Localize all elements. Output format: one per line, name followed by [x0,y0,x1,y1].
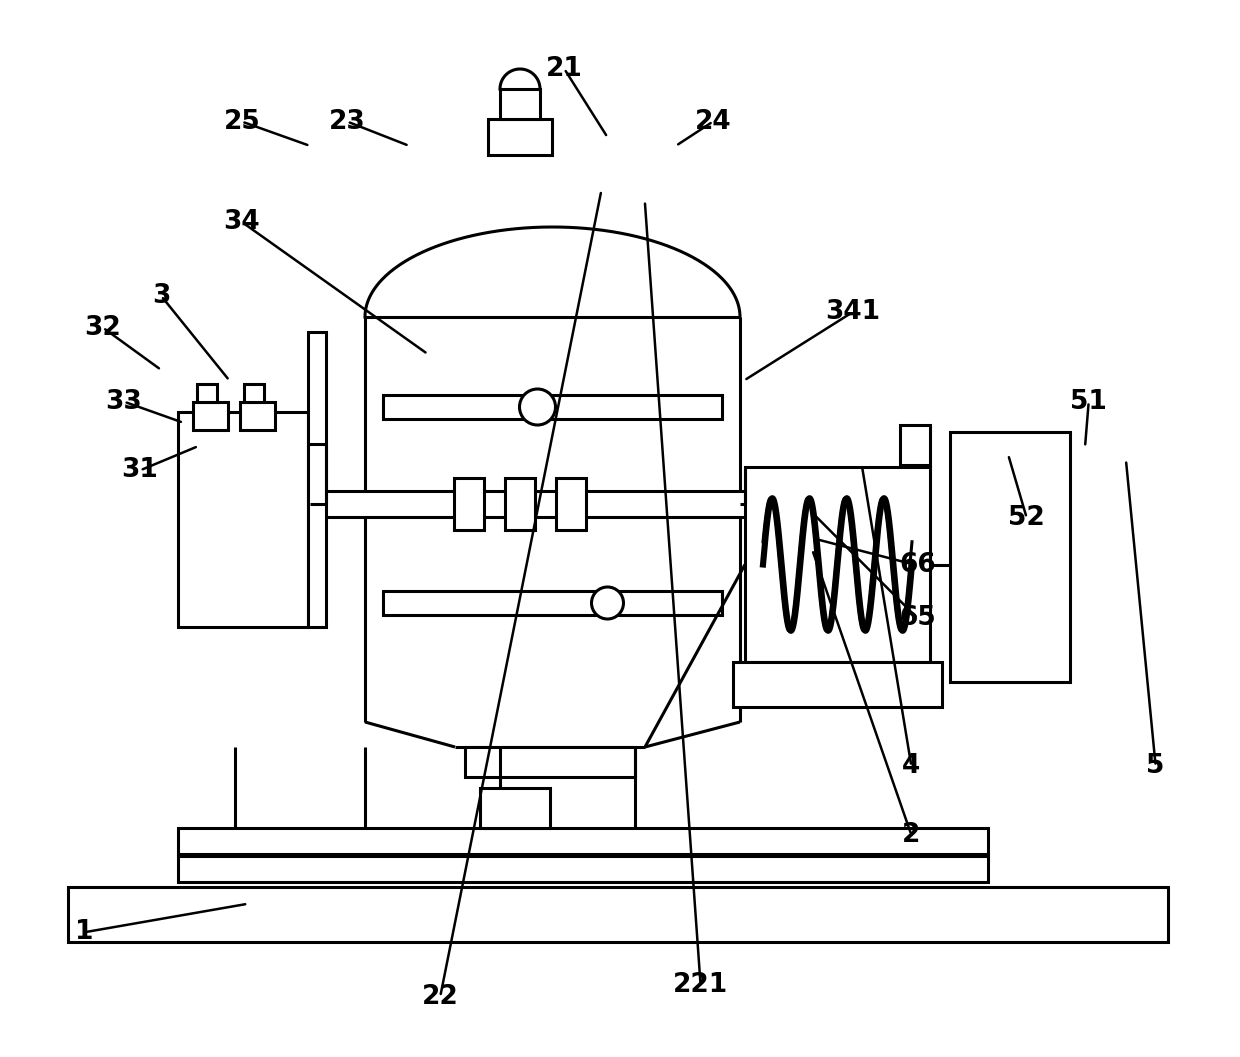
Text: 66: 66 [899,553,936,578]
Bar [383,591,722,615]
Text: 51: 51 [1070,389,1107,414]
Bar [193,402,228,430]
Bar [197,384,217,402]
Bar [733,662,942,707]
Text: 33: 33 [105,389,143,414]
Bar [556,478,587,530]
Text: 23: 23 [329,109,366,134]
Text: 221: 221 [673,972,728,998]
Text: 24: 24 [694,109,732,134]
Bar [480,789,551,828]
Text: 34: 34 [223,209,260,235]
Bar [179,856,988,882]
Text: 3: 3 [153,283,170,309]
Bar [383,395,722,419]
Bar [454,478,484,530]
Bar [244,384,264,402]
Bar [900,425,930,465]
Bar [950,432,1070,682]
Text: 1: 1 [76,920,93,945]
Text: 25: 25 [223,109,260,134]
Text: 21: 21 [546,56,583,81]
Text: 341: 341 [826,299,880,324]
Bar [745,467,930,662]
Bar [308,332,326,627]
Bar [241,402,275,430]
Text: 32: 32 [84,315,122,340]
Text: 22: 22 [422,984,459,1009]
Bar [68,887,1168,942]
Bar [489,119,552,155]
Bar [179,412,308,627]
Bar [500,89,539,119]
Bar [465,747,635,777]
Bar [179,828,988,854]
Bar [310,492,795,517]
Text: 31: 31 [122,458,159,483]
Text: 4: 4 [903,754,920,779]
Circle shape [591,587,624,619]
Text: 2: 2 [903,822,920,848]
Text: 52: 52 [1008,505,1045,531]
Bar [505,478,534,530]
Text: 65: 65 [899,606,936,631]
Circle shape [520,389,556,425]
Text: 5: 5 [1147,754,1164,779]
